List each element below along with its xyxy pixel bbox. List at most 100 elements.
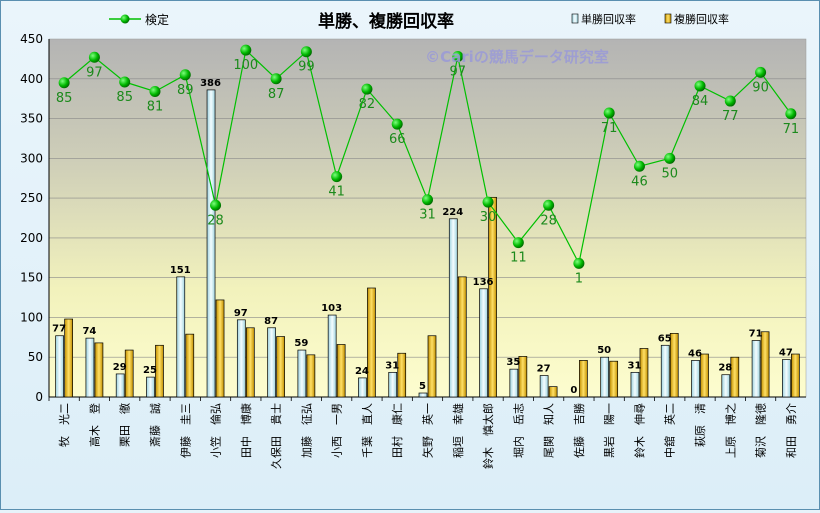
test-point <box>422 194 433 206</box>
bar-win-label: 46 <box>688 348 702 359</box>
test-point <box>755 66 767 78</box>
y-tick-label: 50 <box>28 350 43 364</box>
test-point <box>603 107 615 119</box>
bar-place <box>488 196 497 398</box>
test-point <box>361 83 373 95</box>
bar-win <box>721 374 731 398</box>
bar-place <box>336 344 346 398</box>
test-value-label: 87 <box>268 87 285 102</box>
y-tick-label: 450 <box>20 32 43 46</box>
test-value-label: 50 <box>661 166 678 181</box>
bar-win <box>388 371 398 398</box>
bar-win <box>85 337 95 398</box>
bar-win-label: 224 <box>442 207 463 218</box>
x-tick-label: 稲垣 幸雄 <box>451 403 465 458</box>
y-tick-label: 400 <box>20 72 43 86</box>
test-point <box>149 86 161 98</box>
bar-place <box>64 318 73 398</box>
bar-place <box>397 352 407 398</box>
bar-win-label: 151 <box>170 265 191 276</box>
bar-win-label: 97 <box>234 308 248 319</box>
y-tick-label: 0 <box>35 390 43 404</box>
x-tick-label: 矢野 英一 <box>421 403 435 458</box>
bar-place <box>579 360 588 398</box>
bar-win-label: 28 <box>718 363 732 374</box>
test-value-label: 90 <box>752 80 769 95</box>
test-value-label: 81 <box>147 100 164 115</box>
test-value-label: 28 <box>540 213 557 228</box>
test-value-label: 46 <box>631 174 648 189</box>
bar-win-label: 50 <box>597 345 611 356</box>
test-point <box>543 199 555 211</box>
x-tick-label: 千葉 直人 <box>360 403 374 458</box>
test-point <box>482 196 494 208</box>
test-value-label: 85 <box>56 91 73 106</box>
bar-win-label: 5 <box>419 381 426 392</box>
test-value-label: 41 <box>328 185 345 200</box>
plot-area <box>48 38 807 398</box>
test-value-label: 71 <box>601 121 618 136</box>
bar-place <box>276 336 285 398</box>
x-tick-label: 小笠 倫弘 <box>209 403 223 458</box>
bar-win <box>115 373 125 398</box>
bar-place <box>548 386 558 398</box>
x-tick-label: 久保田 貴士 <box>269 403 283 469</box>
test-point <box>58 77 70 89</box>
x-tick-label: 鈴木 慎太郎 <box>481 403 495 469</box>
legend-dot-icon <box>120 14 130 24</box>
legend-label-win: 単勝回収率 <box>581 12 636 26</box>
x-axis: 牧 光二 高木 登 栗田 徹 斎藤 誠 伊藤 圭三 小笠 倫弘 田中 博康 久保田 貴士 加藤 … <box>48 397 798 469</box>
x-tick-label: 斎藤 誠 <box>148 403 162 447</box>
bars <box>55 89 800 398</box>
bar-win-label: 0 <box>570 385 577 396</box>
bar-win <box>630 371 640 398</box>
test-point <box>88 51 100 63</box>
x-tick-label: 中舘 英二 <box>663 403 677 458</box>
x-tick-label: 伊藤 圭三 <box>179 403 192 458</box>
bar-place <box>306 354 316 398</box>
x-tick-label: 牧 光二 <box>57 403 71 447</box>
bar-win <box>509 368 519 398</box>
test-value-label: 77 <box>722 109 739 124</box>
bar-win <box>539 375 549 398</box>
bar-labels: 77 74 29 25 151 386 97 87 59 103 24 31 5 224 136 35 27 0 5… <box>52 78 793 396</box>
bar-win <box>267 327 276 398</box>
bar-place <box>760 331 770 398</box>
bar-win <box>297 349 307 398</box>
bar-win-label: 74 <box>82 326 96 337</box>
test-value-label: 97 <box>86 65 103 80</box>
test-value-label: 99 <box>298 60 315 75</box>
test-point <box>331 171 343 183</box>
test-point <box>270 73 282 85</box>
bar-win <box>479 288 488 398</box>
x-tick-label: 黒岩 陽一 <box>602 403 616 458</box>
test-value-label: 100 <box>233 58 258 73</box>
x-tick-label: 高木 登 <box>87 403 101 447</box>
bar-win <box>146 376 155 398</box>
legend-label-place: 複勝回収率 <box>674 12 729 26</box>
bar-win-label: 65 <box>658 333 672 344</box>
bar-place <box>609 360 619 398</box>
y-tick-label: 200 <box>20 231 43 245</box>
test-value-label: 82 <box>359 97 376 112</box>
bar-place <box>700 353 709 398</box>
test-point <box>664 152 676 164</box>
x-tick-label: 尾関 知人 <box>542 403 556 458</box>
x-tick-label: 鈴木 伸尋 <box>632 403 646 458</box>
bar-win-label: 59 <box>294 338 308 349</box>
test-point <box>240 44 252 56</box>
bar-win-label: 77 <box>52 324 66 335</box>
y-tick-label: 150 <box>20 271 43 285</box>
bar-win <box>236 319 246 398</box>
bar-win-label: 386 <box>200 78 221 89</box>
test-value-label: 89 <box>177 83 194 98</box>
x-tick-label: 栗田 徹 <box>118 403 132 447</box>
test-value-label: 11 <box>510 251 527 266</box>
test-point <box>300 46 312 58</box>
bar-place <box>639 348 649 398</box>
x-tick-label: 堀内 岳志 <box>511 403 525 458</box>
chart-title: 単勝、複勝回収率 <box>318 11 454 32</box>
bar-win-label: 71 <box>749 329 763 340</box>
bar-win-label: 31 <box>385 360 399 371</box>
